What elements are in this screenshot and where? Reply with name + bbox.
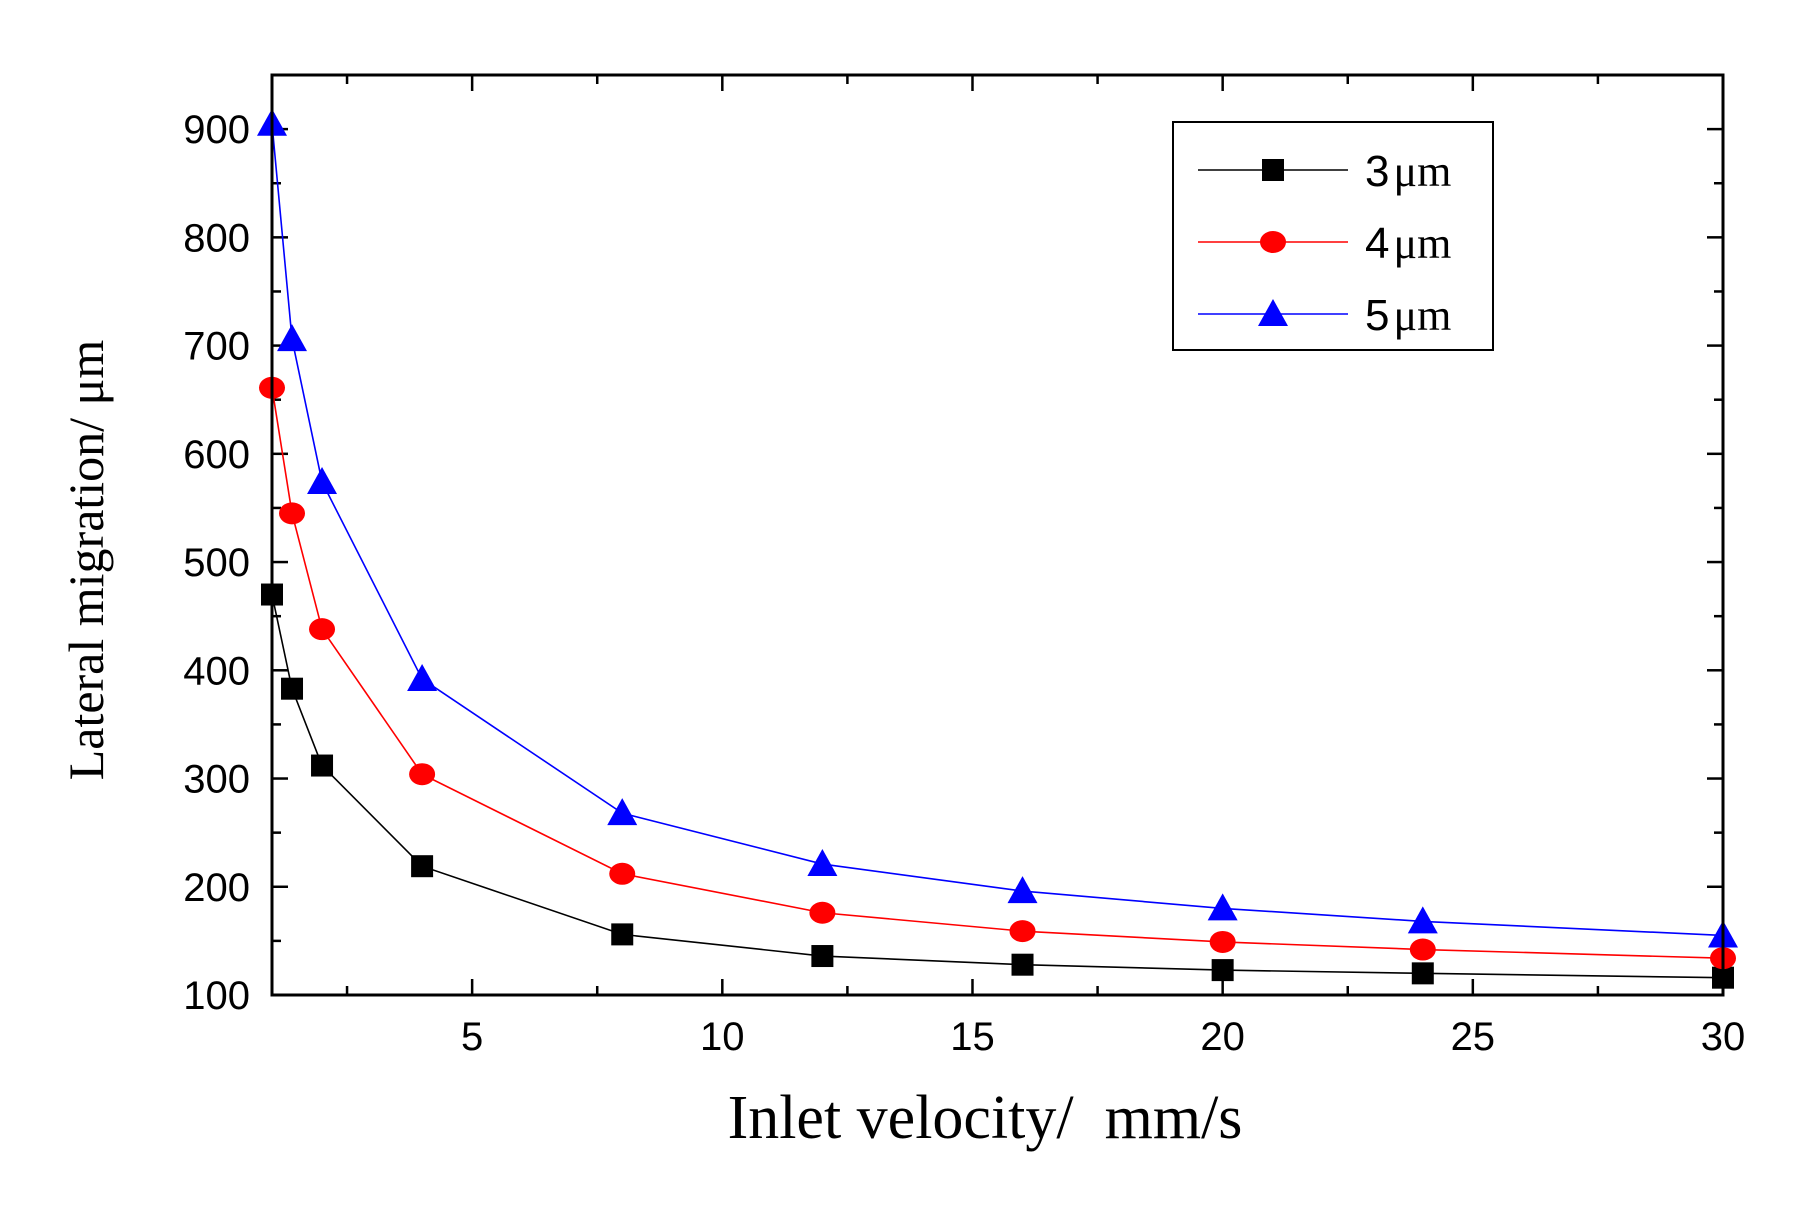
data-point xyxy=(1211,959,1234,982)
data-point xyxy=(1411,962,1434,985)
data-point xyxy=(609,862,636,885)
data-point xyxy=(1011,953,1034,976)
legend-item-4um: 4μm xyxy=(1198,219,1451,268)
data-point xyxy=(1007,876,1038,904)
y-tick-label: 200 xyxy=(183,866,250,910)
y-tick-label: 800 xyxy=(183,216,250,260)
x-tick-label: 25 xyxy=(1451,1015,1496,1059)
x-tick-label: 10 xyxy=(700,1015,745,1059)
data-point xyxy=(1009,920,1036,943)
data-point xyxy=(279,502,306,525)
plot-frame xyxy=(270,73,1725,997)
data-point xyxy=(409,763,436,786)
data-point xyxy=(1407,906,1438,934)
data-point xyxy=(611,923,634,946)
legend-marker xyxy=(1260,231,1286,253)
data-point xyxy=(1207,893,1238,921)
data-point xyxy=(1209,930,1236,953)
legend-marker xyxy=(1258,299,1288,326)
legend: 3μm 4μm 5μm xyxy=(1172,121,1494,351)
y-tick-label: 400 xyxy=(183,649,250,693)
x-tick-label: 20 xyxy=(1200,1015,1245,1059)
data-point xyxy=(809,901,836,924)
data-point xyxy=(807,849,838,877)
series-layer xyxy=(257,108,1738,989)
data-point xyxy=(607,798,638,826)
legend-label: 5μm xyxy=(1365,291,1451,340)
y-tick-label: 600 xyxy=(183,433,250,477)
y-tick-label: 500 xyxy=(183,541,250,585)
data-point xyxy=(811,945,834,968)
data-point xyxy=(309,618,336,641)
data-point xyxy=(307,466,338,494)
data-point xyxy=(311,754,334,777)
series-4um xyxy=(259,376,1736,970)
data-point xyxy=(407,663,438,691)
y-tick-label: 900 xyxy=(183,108,250,152)
series-line xyxy=(271,594,1724,979)
x-tick-label: 30 xyxy=(1701,1015,1746,1059)
y-tick-label: 100 xyxy=(183,974,250,1018)
y-axis-title: Lateral migration/ μm xyxy=(58,340,114,781)
data-point xyxy=(1409,938,1436,961)
y-tick-label: 300 xyxy=(183,758,250,802)
data-point xyxy=(411,855,434,878)
legend-item-5um: 5μm xyxy=(1198,291,1451,340)
x-axis-title: Inlet velocity/ mm/s xyxy=(728,1084,1243,1152)
legend-box xyxy=(1172,121,1494,351)
series-line xyxy=(271,387,1724,959)
x-tick-label: 5 xyxy=(461,1015,483,1059)
legend-item-3um: 3μm xyxy=(1198,147,1451,196)
legend-label: 4μm xyxy=(1365,219,1451,268)
x-tick-label: 15 xyxy=(950,1015,995,1059)
axis-tick-labels: 5 10 15 20 25 30 100 200 300 400 500 600 700 800 900 xyxy=(183,108,1745,1059)
series-line xyxy=(271,123,1724,937)
data-point xyxy=(281,677,304,700)
y-tick-label: 700 xyxy=(183,325,250,369)
data-point xyxy=(277,324,308,352)
legend-label: 3μm xyxy=(1365,147,1451,196)
legend-marker xyxy=(1262,159,1284,181)
